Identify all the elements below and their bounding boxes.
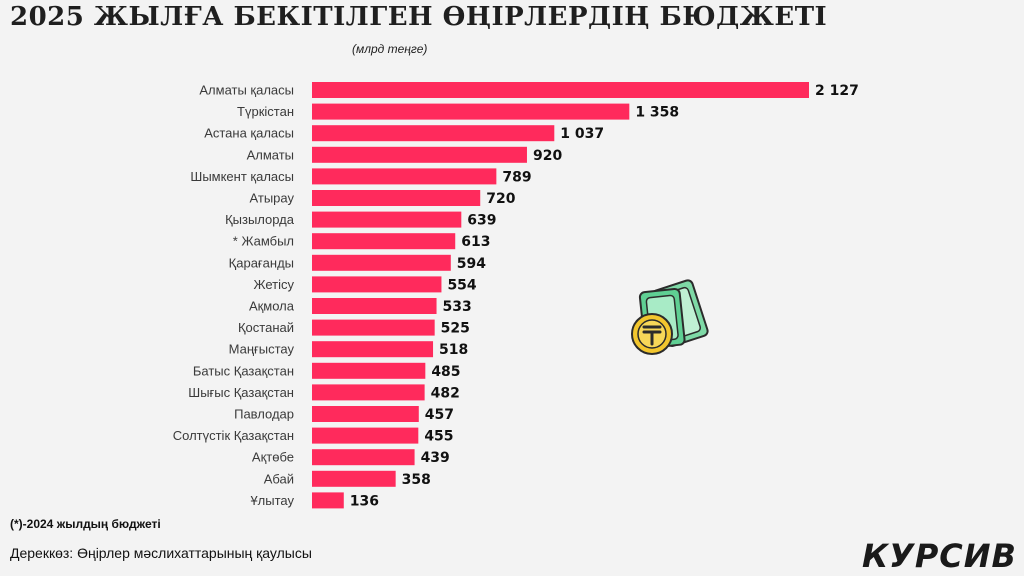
bar [312,384,425,401]
bar [312,190,481,206]
bar [312,427,419,444]
value-label: 554 [447,277,476,293]
bar [312,362,426,379]
bar [312,406,419,422]
value-label: 639 [467,213,496,229]
category-label: Маңғыстау [229,342,295,357]
category-label: Ақмола [249,299,295,314]
chart-subtitle: (млрд теңге) [352,42,428,56]
bar [312,449,415,466]
source-note: Дереккөз: Өңірлер мәслихаттарының қаулыс… [10,545,312,561]
value-label: 720 [486,191,515,207]
value-label: 439 [421,450,450,466]
value-label: 455 [424,429,453,445]
category-label: Шымкент қаласы [190,169,294,184]
category-label: Қостанай [238,320,294,335]
bar [312,492,344,509]
kursiv-logo: КУРСИВ [862,537,1017,575]
bar [312,276,442,293]
value-label: 1 037 [560,126,604,142]
bar [312,168,497,185]
value-label: 518 [439,342,468,358]
category-label: Алматы [247,147,294,162]
value-label: 533 [443,299,472,315]
category-label: Шығыс Қазақстан [188,385,294,400]
bar [312,341,434,358]
value-label: 2 127 [815,83,859,99]
value-label: 485 [431,364,460,380]
value-label: 457 [425,407,454,423]
category-label: Ұлытау [250,493,294,508]
category-label: Түркістан [237,104,294,119]
category-label: Алматы қаласы [199,83,294,98]
bar [312,103,630,120]
bar [312,298,437,314]
value-label: 1 358 [635,105,679,121]
category-label: Солтүстік Қазақстан [173,428,294,443]
category-label: Қарағанды [229,255,294,270]
bar [312,211,462,228]
bar [312,125,555,142]
category-label: Павлодар [234,407,294,422]
bar [312,233,456,250]
category-label: Абай [264,471,294,486]
chart-title: 2025 ЖЫЛҒА БЕКІТІЛГЕН ӨҢІРЛЕРДІҢ БЮДЖЕТІ [10,2,828,32]
footnote: (*)-2024 жылдың бюджеті [10,517,161,531]
category-label: Ақтөбе [252,450,294,465]
bar [312,470,396,487]
category-label: Атырау [250,191,295,206]
value-label: 525 [441,321,470,337]
value-label: 613 [461,234,490,250]
money-coin-icon [631,279,709,355]
bar [312,146,527,163]
value-label: 136 [350,493,379,509]
bar [312,319,435,336]
value-label: 789 [502,169,531,185]
value-label: 594 [457,256,486,272]
bar [312,254,451,271]
category-label: Батыс Қазақстан [193,363,294,378]
value-label: 482 [431,385,460,401]
value-label: 920 [533,148,562,164]
category-label: * Жамбыл [233,234,294,249]
category-label: Қызылорда [225,212,295,227]
bar [312,82,809,98]
category-label: Астана қаласы [204,126,294,141]
category-label: Жетісу [254,277,295,292]
value-label: 358 [402,472,431,488]
